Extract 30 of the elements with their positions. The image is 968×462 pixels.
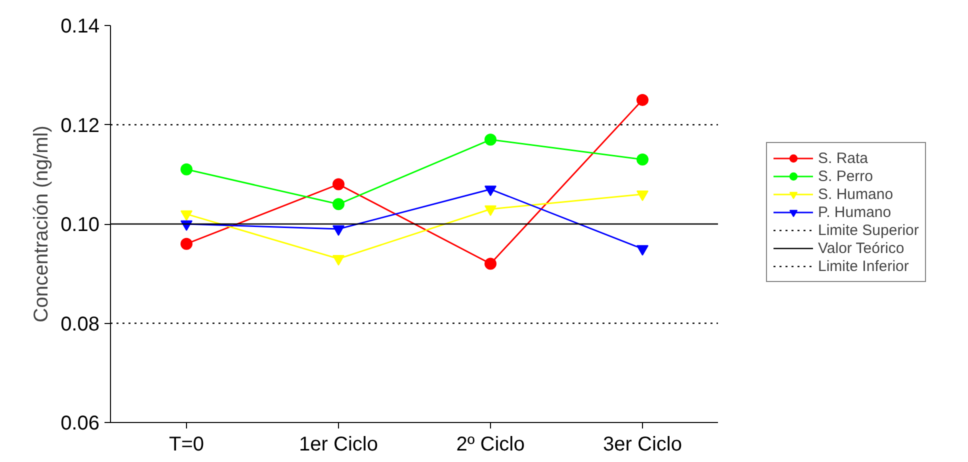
legend-label: S. Humano [818, 185, 894, 203]
point [636, 154, 648, 166]
x-tick-label: 2º Ciclo [456, 434, 525, 456]
point [484, 186, 496, 196]
legend-label: Valor Teórico [818, 239, 904, 257]
point [332, 255, 344, 266]
x-tick-label: T=0 [168, 434, 204, 456]
legend-label: S. Rata [818, 149, 868, 167]
legend-label: P. Humano [818, 203, 892, 221]
point [636, 190, 648, 202]
point [332, 198, 344, 210]
y-tick-label: 0.08 [60, 313, 100, 336]
point [332, 178, 344, 190]
legend-label: Limite Inferior [818, 257, 909, 275]
point [180, 210, 192, 221]
y-tick-label: 0.14 [60, 16, 100, 38]
point [636, 94, 648, 106]
point [636, 245, 648, 256]
point [484, 134, 496, 146]
y-tick-label: 0.06 [60, 412, 100, 434]
x-tick-label: 1er Ciclo [299, 434, 378, 456]
point [332, 225, 344, 236]
y-tick-label: 0.12 [60, 114, 100, 137]
legend-label: S. Perro [818, 167, 874, 185]
legend-label: Limite Superior [818, 221, 919, 239]
y-axis-title: Concentración (ng/ml) [30, 126, 53, 322]
point [180, 163, 192, 176]
y-tick-label: 0.10 [60, 214, 100, 236]
x-tick-label: 3er Ciclo [603, 434, 682, 456]
point [484, 205, 496, 216]
